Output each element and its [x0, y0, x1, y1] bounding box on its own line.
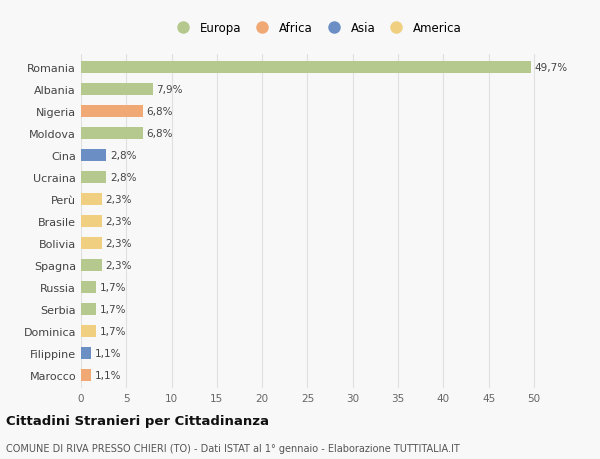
Text: 1,7%: 1,7% [100, 282, 127, 292]
Text: 1,1%: 1,1% [95, 348, 121, 358]
Text: 1,7%: 1,7% [100, 304, 127, 314]
Text: 49,7%: 49,7% [535, 63, 568, 73]
Bar [81, 194, 102, 206]
Text: 1,1%: 1,1% [95, 370, 121, 380]
Bar [81, 347, 91, 359]
Bar [81, 281, 97, 293]
Text: 7,9%: 7,9% [156, 85, 182, 95]
Text: Cittadini Stranieri per Cittadinanza: Cittadini Stranieri per Cittadinanza [6, 414, 269, 428]
Bar [81, 215, 102, 228]
Bar [81, 237, 102, 249]
Text: 2,3%: 2,3% [106, 238, 132, 248]
Bar [81, 106, 143, 118]
Text: 2,3%: 2,3% [106, 260, 132, 270]
Text: 6,8%: 6,8% [146, 129, 173, 139]
Bar [81, 369, 91, 381]
Text: 2,3%: 2,3% [106, 195, 132, 205]
Bar [81, 150, 106, 162]
Bar [81, 259, 102, 271]
Text: 1,7%: 1,7% [100, 326, 127, 336]
Text: 2,8%: 2,8% [110, 173, 136, 183]
Bar [81, 325, 97, 337]
Bar [81, 128, 143, 140]
Text: COMUNE DI RIVA PRESSO CHIERI (TO) - Dati ISTAT al 1° gennaio - Elaborazione TUTT: COMUNE DI RIVA PRESSO CHIERI (TO) - Dati… [6, 443, 460, 453]
Text: 6,8%: 6,8% [146, 107, 173, 117]
Legend: Europa, Africa, Asia, America: Europa, Africa, Asia, America [167, 18, 466, 40]
Bar [81, 172, 106, 184]
Bar [81, 303, 97, 315]
Bar [81, 84, 152, 96]
Text: 2,8%: 2,8% [110, 151, 136, 161]
Text: 2,3%: 2,3% [106, 217, 132, 226]
Bar [81, 62, 531, 74]
